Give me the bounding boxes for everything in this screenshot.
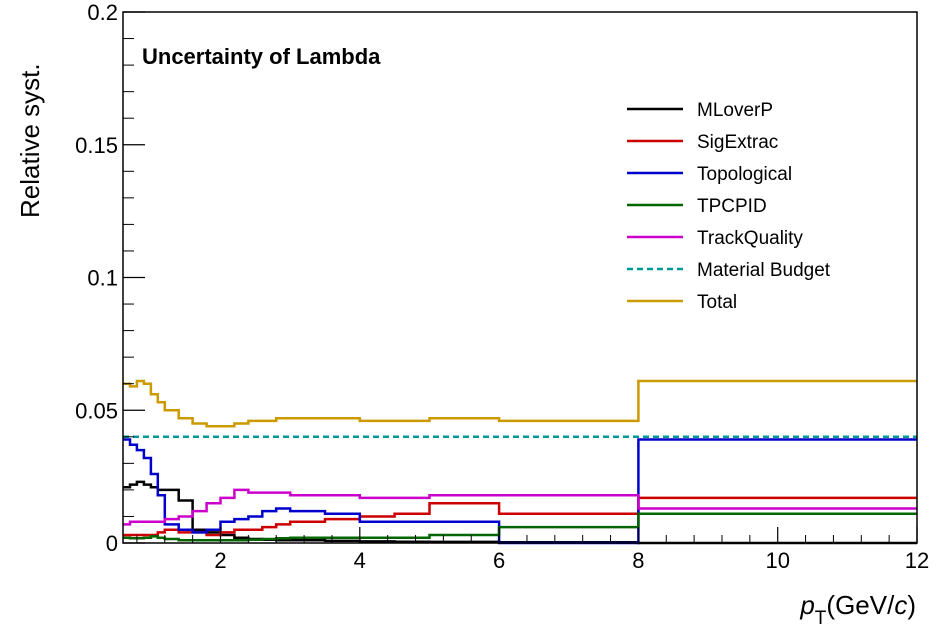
x-tick-label: 10	[765, 548, 789, 573]
legend-label-topological: Topological	[697, 164, 792, 185]
legend-label-tpcpid: TPCPID	[697, 196, 767, 217]
x-axis-title-unit-open: (GeV/	[826, 590, 895, 620]
x-axis-title: pT(GeV/c)	[799, 590, 916, 629]
x-axis-title-unit-close: )	[907, 590, 916, 620]
x-axis-title-sub: T	[815, 608, 827, 629]
x-tick-label: 6	[493, 548, 505, 573]
series-line-trackquality	[123, 488, 917, 526]
legend: MLoverP SigExtrac Topological TPCPID TrackQu…	[627, 100, 831, 313]
x-axis-title-p: p	[799, 590, 814, 620]
x-tick-label: 4	[354, 548, 366, 573]
x-axis-title-unit-c: c	[894, 590, 907, 620]
svg-text:pT(GeV/c): pT(GeV/c)	[799, 590, 916, 629]
legend-label-sigextrac: SigExtrac	[697, 132, 778, 153]
series-line-tpcpid	[123, 512, 917, 542]
y-tick-label: 0.1	[87, 266, 118, 291]
series-line-sigextrac	[123, 496, 917, 537]
series-layer	[123, 379, 917, 545]
y-tick-label: 0.05	[75, 398, 118, 423]
series-line-mloverp	[123, 480, 917, 545]
legend-label-mloverp: MLoverP	[697, 100, 773, 121]
y-axis-title: Relative syst.	[15, 63, 45, 218]
series-line-total	[123, 379, 917, 428]
ticks-layer: 2 4 6 8 10 12 0 0.05 0.1 0.15 0.2	[75, 0, 929, 573]
y-tick-label: 0.15	[75, 133, 118, 158]
legend-label-trackquality: TrackQuality	[697, 228, 803, 249]
legend-label-total: Total	[697, 292, 737, 313]
x-tick-label: 2	[214, 548, 226, 573]
legend-label-material-budget: Material Budget	[697, 260, 831, 281]
y-tick-label: 0	[106, 531, 118, 556]
chart-title: Uncertainty of Lambda	[142, 44, 381, 69]
series-line-topological	[123, 438, 917, 545]
y-tick-label: 0.2	[87, 0, 118, 25]
x-tick-label: 12	[905, 548, 929, 573]
x-tick-label: 8	[632, 548, 644, 573]
